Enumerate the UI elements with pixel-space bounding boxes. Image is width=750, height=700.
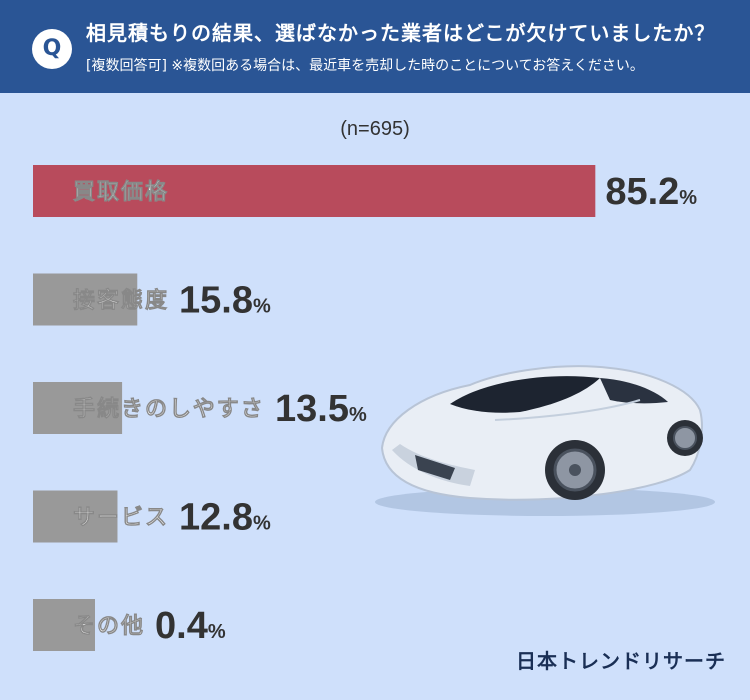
bar-value-number: 12.8 xyxy=(179,497,253,539)
bar-value-number: 13.5 xyxy=(275,388,349,430)
bar-2 xyxy=(33,382,123,434)
question-header: Q 相見積もりの結果、選ばなかった業者はどこが欠けていましたか？ [複数回答可]… xyxy=(0,0,750,93)
bar-value-unit: % xyxy=(208,621,226,643)
bar-value-label: 15.8% xyxy=(179,280,271,322)
bar-category-label: その他 xyxy=(73,614,145,639)
question-badge: Q xyxy=(32,29,72,69)
bar-value-unit: % xyxy=(253,513,271,535)
sample-size-label: (n=695) xyxy=(340,118,410,140)
bar-4 xyxy=(33,599,95,651)
bar-category-label: 接客態度 xyxy=(73,288,169,314)
brand-logo: 日本トレンドリサーチ xyxy=(516,649,726,673)
bar-value-unit: % xyxy=(253,296,271,318)
bar-value-label: 0.4% xyxy=(155,605,226,647)
bar-value-label: 13.5% xyxy=(275,388,367,430)
bar-0 xyxy=(33,165,596,217)
bar-3 xyxy=(33,490,118,543)
bar-1 xyxy=(33,273,138,326)
bar-value-unit: % xyxy=(679,187,697,209)
bar-value-label: 12.8% xyxy=(179,497,271,539)
sports-car-illustration xyxy=(375,365,715,516)
bar-category-label: 手続きのしやすさ xyxy=(73,396,265,422)
bar-category-label: サービス xyxy=(73,506,169,531)
bar-value-unit: % xyxy=(349,404,367,426)
bar-category-label: 買取価格 xyxy=(73,179,169,205)
question-note: [複数回答可] ※複数回ある場合は、最近車を売却した時のことについてお答えくださ… xyxy=(86,58,644,74)
bar-value-number: 0.4 xyxy=(155,605,208,647)
bar-value-number: 85.2 xyxy=(605,171,679,213)
question-title: 相見積もりの結果、選ばなかった業者はどこが欠けていましたか？ xyxy=(86,21,716,45)
bar-value-label: 85.2% xyxy=(605,171,697,213)
bar-value-number: 15.8 xyxy=(179,280,253,322)
